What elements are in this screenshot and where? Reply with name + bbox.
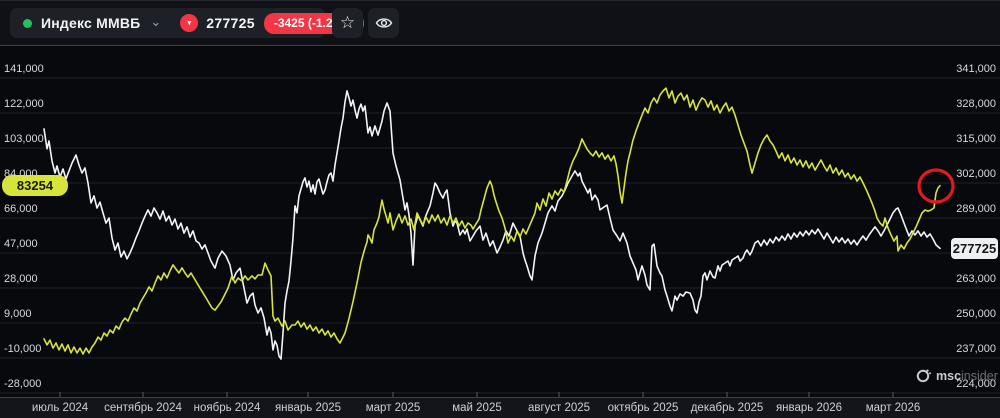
symbol-legend[interactable]: Индекс ММВБ ⌄ ▼ 277725 -3425 (-1.22%) — [10, 8, 364, 38]
time-axis-label: июль 2024 — [31, 402, 89, 414]
eye-icon — [375, 18, 392, 28]
moex-index-line — [43, 90, 941, 360]
favorite-button[interactable]: ☆ — [332, 8, 363, 38]
index-price-badge: 277725 — [951, 237, 998, 259]
time-axis-label: январь 2025 — [274, 402, 342, 414]
time-axis[interactable]: июль 2024 сентябрь 2024 ноябрь 2024 январь … — [0, 397, 1000, 418]
time-axis-label: ноябрь 2024 — [193, 402, 261, 414]
comparison-series-line — [43, 87, 941, 355]
time-axis-label: октябрь 2025 — [607, 402, 679, 414]
yellow-series-price-badge: 83254 — [2, 175, 68, 197]
watch-button[interactable] — [368, 8, 399, 38]
mscinsider-logo-icon — [916, 369, 931, 383]
chevron-down-icon[interactable]: ⌄ — [150, 14, 162, 29]
time-axis-label: август 2025 — [527, 402, 591, 414]
price-down-icon: ▼ — [180, 14, 199, 32]
time-axis-label: май 2025 — [452, 402, 502, 414]
time-axis-label: март 2025 — [365, 402, 421, 414]
down-triangle-icon: ▼ — [185, 19, 193, 27]
star-icon: ☆ — [339, 13, 356, 32]
watermark: msc insider — [916, 368, 998, 383]
symbol-name: Индекс ММВБ — [41, 15, 141, 31]
watermark-brand-light: insider — [961, 368, 998, 383]
market-open-dot-icon — [23, 18, 32, 28]
last-price: 277725 — [206, 15, 255, 31]
time-axis-label: март 2026 — [865, 402, 921, 414]
time-axis-label: сентябрь 2024 — [104, 402, 182, 414]
time-axis-label: январь 2026 — [775, 402, 843, 414]
time-axis-label: декабрь 2025 — [690, 402, 764, 414]
top-bar: Индекс ММВБ ⌄ ▼ 277725 -3425 (-1.22%) ☆ — [0, 0, 1000, 46]
watermark-brand: msc — [936, 368, 962, 383]
annotation-circle — [917, 168, 955, 204]
